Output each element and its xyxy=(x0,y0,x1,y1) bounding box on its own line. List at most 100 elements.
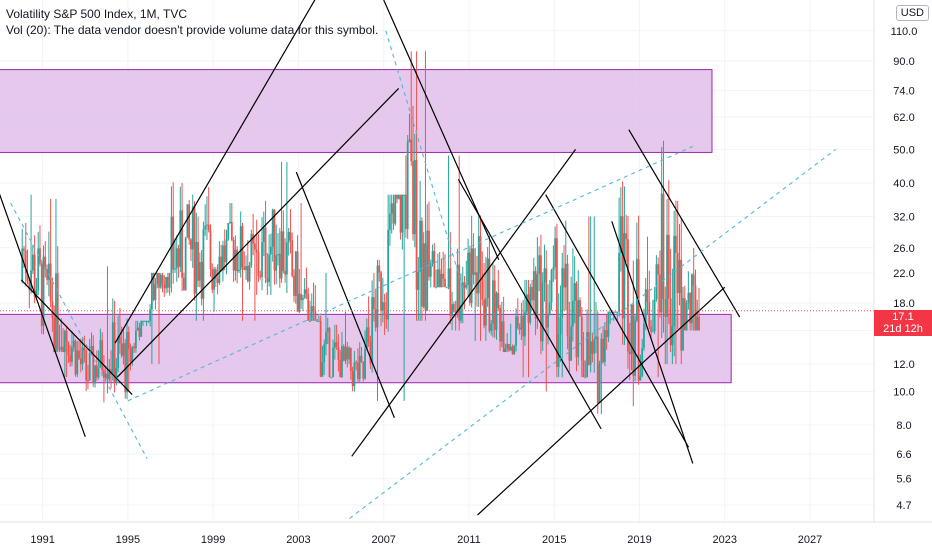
candle-body xyxy=(78,350,80,359)
candle-body xyxy=(481,273,484,300)
candle-body xyxy=(79,358,82,365)
candle-body xyxy=(349,348,352,372)
price-axis[interactable]: 4.75.66.68.010.012.015.018.022.026.032.0… xyxy=(873,0,932,550)
candle-body xyxy=(248,265,251,282)
candle-body xyxy=(55,273,57,353)
candle-body xyxy=(433,250,436,288)
candle-body xyxy=(261,241,263,278)
candle-body xyxy=(584,377,587,379)
candle-body xyxy=(85,350,88,381)
candle-body xyxy=(110,369,112,374)
candle-body xyxy=(509,346,512,351)
channel-line xyxy=(114,0,316,344)
candle-body xyxy=(435,287,438,289)
candle-body xyxy=(234,249,237,271)
candle-body xyxy=(259,275,262,278)
candle-body xyxy=(298,293,301,312)
candle-body xyxy=(625,233,628,240)
candle-body xyxy=(127,331,130,349)
x-tick-label: 2019 xyxy=(627,534,651,546)
candle-body xyxy=(598,363,601,404)
candle-body xyxy=(124,343,127,393)
candle-body xyxy=(285,242,288,275)
candle-body xyxy=(245,266,247,271)
candle-body xyxy=(596,336,599,404)
candle-body xyxy=(202,229,205,299)
candle-body xyxy=(42,256,45,326)
candle-body xyxy=(351,371,354,387)
candle-body xyxy=(159,274,162,288)
candle-body xyxy=(214,269,217,279)
candle-body xyxy=(138,327,141,337)
candle-body xyxy=(424,243,427,311)
candle-body xyxy=(678,259,681,294)
candle-body xyxy=(683,298,686,331)
candle-body xyxy=(241,226,244,268)
candle-body xyxy=(696,316,699,331)
candle-body xyxy=(502,321,505,353)
candle-body xyxy=(53,317,56,353)
currency-badge[interactable]: USD xyxy=(895,5,929,21)
chart-legend: Volatility S&P 500 Index, 1M, TVC Vol (2… xyxy=(6,6,378,38)
candle-body xyxy=(390,203,393,214)
y-tick-label: 40.0 xyxy=(893,178,914,190)
candle-body xyxy=(301,297,304,301)
candle-body xyxy=(376,265,379,328)
candle-body xyxy=(184,237,187,291)
candle-body xyxy=(161,274,164,285)
candle-body xyxy=(669,298,672,346)
candle-body xyxy=(179,210,182,267)
candle-body xyxy=(268,254,271,283)
candle-body xyxy=(637,259,640,381)
candle-body xyxy=(698,316,700,331)
candle-body xyxy=(664,298,667,317)
candle-body xyxy=(582,360,585,378)
candle-body xyxy=(287,231,290,243)
x-tick-label: 2011 xyxy=(457,534,481,546)
candle-body xyxy=(117,336,120,368)
candle-body xyxy=(321,362,324,377)
candle-body xyxy=(236,249,239,272)
candle-body xyxy=(229,221,231,224)
candle-body xyxy=(413,160,416,235)
candle-body xyxy=(239,226,242,270)
candle-body xyxy=(330,377,333,379)
channel-line xyxy=(0,193,86,438)
candle-body xyxy=(227,223,230,240)
candle-body xyxy=(394,194,397,224)
symbol-title[interactable]: Volatility S&P 500 Index, 1M, TVC xyxy=(6,7,187,21)
candle-body xyxy=(284,270,287,275)
candle-body xyxy=(348,348,350,360)
candle-body xyxy=(142,320,144,322)
candle-body xyxy=(257,252,260,276)
candle-body xyxy=(447,268,450,288)
candle-body xyxy=(310,306,313,321)
candle-body xyxy=(540,255,542,342)
candle-body xyxy=(488,258,491,331)
candle-body xyxy=(317,320,320,322)
candle-body xyxy=(552,267,555,270)
channel-line xyxy=(351,149,577,457)
candle-body xyxy=(296,251,299,312)
trend-channel-drawings[interactable] xyxy=(0,0,836,519)
candle-body xyxy=(309,320,311,322)
candle-body xyxy=(362,361,365,379)
candle-body xyxy=(270,246,272,255)
candle-body xyxy=(181,210,183,278)
candle-body xyxy=(419,220,422,272)
candle-body xyxy=(561,268,564,318)
candle-body xyxy=(49,263,52,302)
candle-body xyxy=(252,234,255,244)
candle-body xyxy=(177,248,180,267)
candle-body xyxy=(209,230,212,270)
y-tick-label: 74.0 xyxy=(893,85,914,97)
candle-body xyxy=(449,268,452,316)
candle-body xyxy=(154,284,157,301)
time-axis[interactable]: 1991 1995 1999 2003 2007 2011 2015 2019 2023 2027 xyxy=(0,521,932,550)
x-tick-label: 2023 xyxy=(713,534,737,546)
candle-body xyxy=(325,331,327,345)
candle-body xyxy=(323,344,326,363)
candle-body xyxy=(106,373,109,380)
candle-body xyxy=(90,346,93,354)
